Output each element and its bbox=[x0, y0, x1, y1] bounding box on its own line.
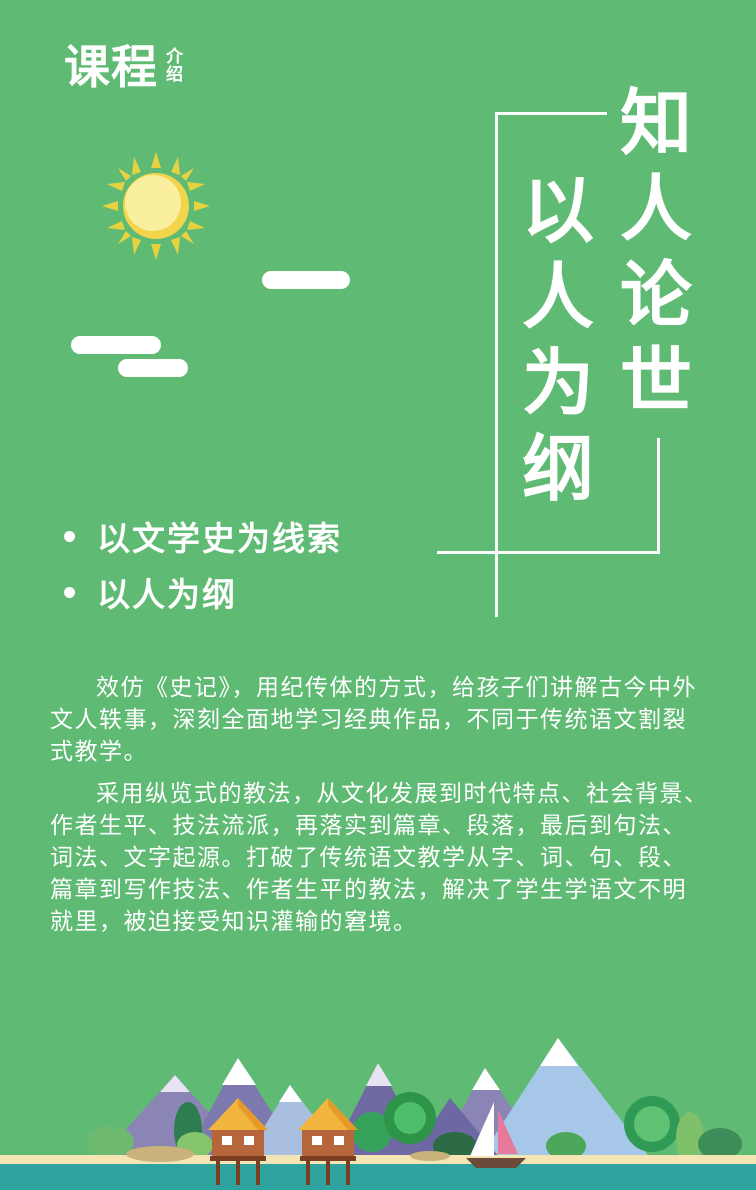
cloud-icon bbox=[262, 271, 350, 289]
bullet-item: 以文学史为线索 bbox=[64, 508, 342, 564]
cloud-icon bbox=[71, 336, 161, 354]
sailboat-icon bbox=[466, 1102, 526, 1168]
course-title-sub-2: 绍 bbox=[166, 65, 183, 85]
tree-icon bbox=[86, 1092, 742, 1164]
stilt-hut-icon bbox=[208, 1098, 268, 1185]
slogan-right-column: 知 人 论 世 bbox=[616, 80, 696, 424]
bullet-item: 以人为纲 bbox=[64, 564, 342, 620]
landscape-illustration bbox=[0, 1038, 756, 1190]
bullet-dot bbox=[64, 586, 75, 598]
slogan-char: 以 bbox=[521, 169, 594, 253]
intro-text: 效仿《史记》，用纪传体的方式，给孩子们讲解古今中外文人轶事，深刻全面地学习经典作… bbox=[50, 672, 710, 948]
slogan-char: 论 bbox=[619, 253, 692, 337]
stilt-hut-icon bbox=[298, 1098, 358, 1185]
bullet-dot bbox=[64, 530, 75, 542]
slogan-char: 纲 bbox=[521, 427, 594, 511]
frame-line-top bbox=[495, 112, 607, 115]
bullet-text: 以文学史为线索 bbox=[97, 519, 342, 558]
slogan-char: 为 bbox=[521, 341, 594, 425]
frame-line-right bbox=[657, 438, 660, 554]
bullet-text: 以人为纲 bbox=[97, 575, 237, 614]
slogan-char: 人 bbox=[619, 167, 692, 251]
course-intro-title: 课程 介 绍 bbox=[64, 44, 183, 90]
frame-line-left bbox=[495, 112, 498, 617]
frame-line-bottom bbox=[437, 551, 660, 554]
intro-paragraph: 效仿《史记》，用纪传体的方式，给孩子们讲解古今中外文人轶事，深刻全面地学习经典作… bbox=[50, 675, 697, 765]
slogan-left-column: 以 人 为 纲 bbox=[518, 168, 598, 512]
cloud-icon bbox=[118, 359, 188, 377]
slogan-char: 知 bbox=[619, 81, 692, 165]
slogan-char: 世 bbox=[619, 339, 692, 423]
course-title-sub: 介 绍 bbox=[166, 47, 183, 85]
course-title-main: 课程 bbox=[64, 40, 158, 94]
intro-paragraph: 采用纵览式的教法，从文化发展到时代特点、社会背景、作者生平、技法流派，再落实到篇… bbox=[50, 781, 709, 935]
course-title-sub-1: 介 bbox=[166, 47, 183, 68]
sun-icon bbox=[102, 152, 210, 260]
bullet-list: 以文学史为线索 以人为纲 bbox=[64, 508, 342, 620]
slogan-char: 人 bbox=[521, 255, 594, 339]
